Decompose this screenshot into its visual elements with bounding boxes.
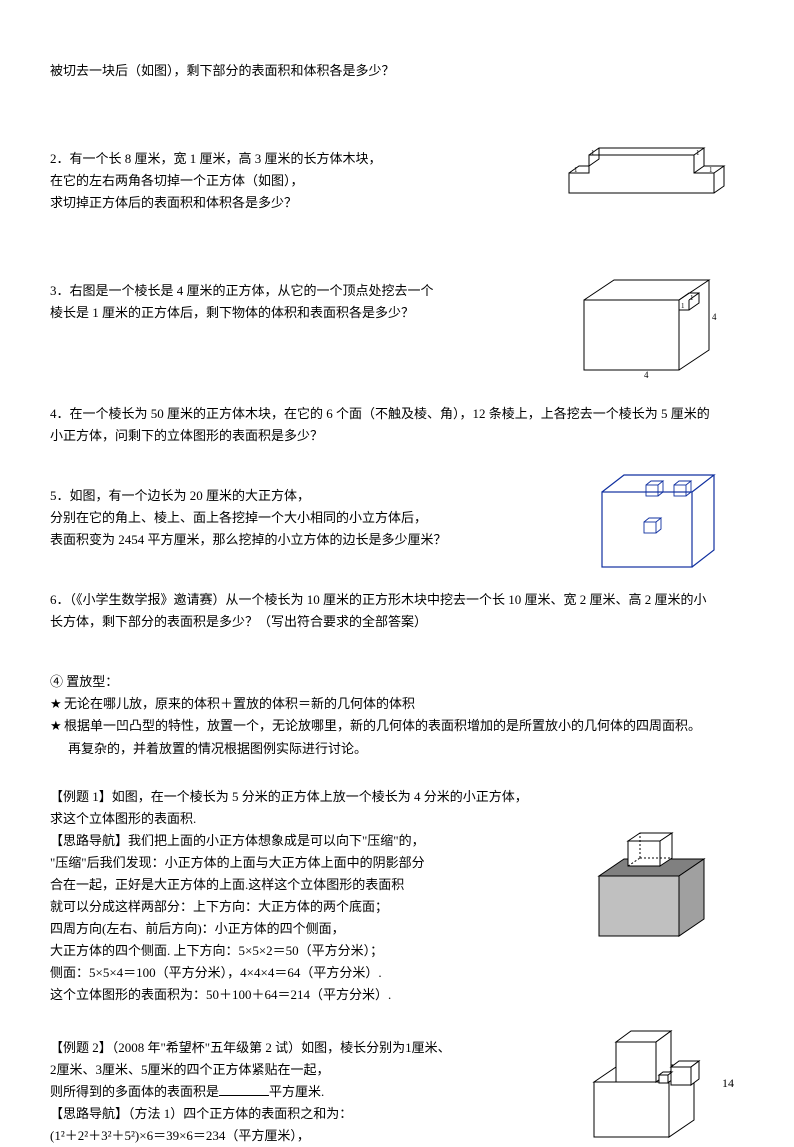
sec4-title: ④ 置放型： — [50, 671, 744, 693]
q2-figure: 1 1 1 1 — [564, 143, 734, 208]
q5-figure — [594, 470, 724, 575]
q4: 4．在一个棱长为 50 厘米的正方体木块，在它的 6 个面（不触及棱、角），12… — [50, 403, 744, 447]
section-4: ④ 置放型： ★无论在哪儿放，原来的体积＋置放的体积＝新的几何体的体积 ★根据单… — [50, 671, 744, 759]
star-icon: ★ — [50, 693, 64, 715]
ex1-n7: 侧面：5×5×4＝100（平方分米），4×4×4＝64（平方分米）. — [50, 962, 744, 984]
svg-text:1: 1 — [709, 166, 713, 174]
ex1-n8: 这个立体图形的表面积为：50＋100＋64＝214（平方分米）. — [50, 984, 744, 1006]
ex2-t3a: 则所得到的多面体的表面积是 — [50, 1084, 219, 1099]
ex2-figure — [584, 1027, 714, 1147]
q1-cont: 被切去一块后（如图），剩下部分的表面积和体积各是多少？ — [50, 60, 744, 82]
page-number: 14 — [722, 1073, 734, 1093]
q6: 6．（《小学生数学报》邀请赛）从一个棱长为 10 厘米的正方形木块中挖去一个长 … — [50, 589, 744, 633]
sec4-s1-text: 无论在哪儿放，原来的体积＋置放的体积＝新的几何体的体积 — [64, 696, 415, 711]
q3-figure: 4 4 1 1 — [574, 275, 724, 380]
q3: 3．右图是一个棱长是 4 厘米的正方体，从它的一个顶点处挖去一个 棱长是 1 厘… — [50, 280, 744, 324]
svg-text:4: 4 — [644, 370, 649, 380]
sec4-s1: ★无论在哪儿放，原来的体积＋置放的体积＝新的几何体的体积 — [50, 693, 744, 715]
star-icon: ★ — [50, 715, 64, 737]
blank-underline — [219, 1083, 269, 1096]
q6-l2: 长方体，剩下部分的表面积是多少？（写出符合要求的全部答案） — [50, 611, 744, 633]
q2: 2．有一个长 8 厘米，宽 1 厘米，高 3 厘米的长方体木块， 在它的左右两角… — [50, 148, 744, 214]
q4-l1: 4．在一个棱长为 50 厘米的正方体木块，在它的 6 个面（不触及棱、角），12… — [50, 403, 744, 425]
example-1: 【例题 1】如图，在一个棱长为 5 分米的正方体上放一个棱长为 4 分米的小正方… — [50, 786, 744, 1007]
ex1-t2: 求这个立体图形的表面积. — [50, 808, 744, 830]
svg-text:1: 1 — [574, 166, 578, 174]
sec4-s2: ★根据单一凹凸型的特性，放置一个，无论放哪里，新的几何体的表面积增加的是所置放小… — [50, 715, 744, 737]
svg-text:1: 1 — [681, 302, 685, 310]
ex1-t1: 【例题 1】如图，在一个棱长为 5 分米的正方体上放一个棱长为 4 分米的小正方… — [50, 786, 744, 808]
page: 被切去一块后（如图），剩下部分的表面积和体积各是多少？ 2．有一个长 8 厘米，… — [0, 0, 794, 1123]
svg-text:4: 4 — [712, 312, 717, 322]
ex1-figure — [584, 831, 714, 956]
svg-text:1: 1 — [696, 149, 700, 157]
q4-l2: 小正方体，问剩下的立体图形的表面积是多少？ — [50, 425, 744, 447]
q1-text: 被切去一块后（如图），剩下部分的表面积和体积各是多少？ — [50, 60, 744, 82]
ex2-t3b: 平方厘米. — [269, 1084, 324, 1099]
svg-text:1: 1 — [690, 294, 694, 302]
q6-l1: 6．（《小学生数学报》邀请赛）从一个棱长为 10 厘米的正方形木块中挖去一个长 … — [50, 589, 744, 611]
svg-text:1: 1 — [591, 149, 595, 157]
sec4-s2-text: 根据单一凹凸型的特性，放置一个，无论放哪里，新的几何体的表面积增加的是所置放小的… — [64, 718, 701, 733]
q5: 5．如图，有一个边长为 20 厘米的大正方体， 分别在它的角上、棱上、面上各挖掉… — [50, 485, 744, 551]
example-2: 【例题 2】（2008 年"希望杯"五年级第 2 试）如图，棱长分别为1厘米、 … — [50, 1037, 744, 1147]
sec4-s3: 再复杂的，并着放置的情况根据图例实际进行讨论。 — [50, 738, 744, 760]
